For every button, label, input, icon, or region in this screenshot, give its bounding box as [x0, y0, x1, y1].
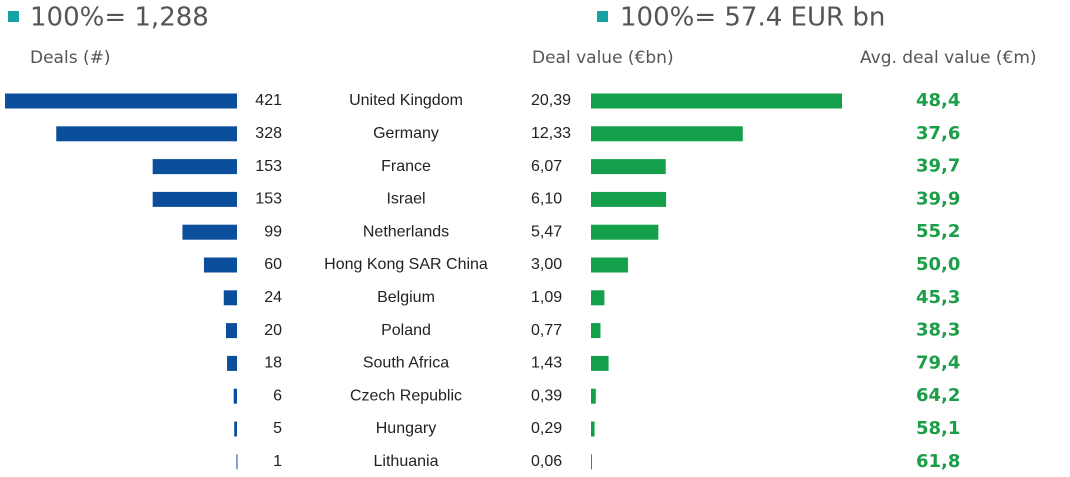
- bar: [152, 159, 237, 175]
- data-label: 1,09: [531, 289, 562, 306]
- bar: [225, 323, 237, 339]
- avg-value: 45,3: [916, 287, 960, 308]
- bar: [227, 355, 237, 371]
- avg-value: 39,7: [916, 156, 960, 177]
- title-marker: [597, 11, 608, 22]
- avg-value: 58,1: [916, 418, 960, 439]
- data-label: 60: [264, 256, 282, 273]
- bar: [591, 224, 659, 240]
- category-label: South Africa: [363, 355, 449, 372]
- bar: [591, 355, 609, 371]
- avg-value: 55,2: [916, 221, 960, 242]
- bar: [56, 126, 237, 142]
- bar: [591, 126, 743, 142]
- data-label: 1: [273, 453, 282, 470]
- category-label: United Kingdom: [349, 92, 463, 109]
- category-label: Hungary: [376, 420, 436, 437]
- bar: [182, 224, 237, 240]
- bar: [152, 191, 237, 207]
- category-label: Germany: [373, 125, 439, 142]
- bar: [591, 191, 667, 207]
- avg-value: 50,0: [916, 254, 960, 275]
- data-label: 6,10: [531, 191, 562, 208]
- bar: [591, 421, 595, 437]
- avg-value: 38,3: [916, 320, 960, 341]
- data-label: 24: [264, 289, 282, 306]
- bar: [234, 421, 237, 437]
- bar: [591, 388, 596, 404]
- chart-title: 100%= 57.4 EUR bn: [620, 3, 885, 33]
- bar: [591, 323, 601, 339]
- data-label: 328: [255, 125, 282, 142]
- data-label: 421: [255, 92, 282, 109]
- category-label: Poland: [381, 322, 431, 339]
- data-label: 12,33: [531, 125, 571, 142]
- bar: [591, 159, 666, 175]
- avg-value: 61,8: [916, 451, 960, 472]
- data-label: 1,43: [531, 355, 562, 372]
- bar: [223, 290, 237, 306]
- axis-label: Deal value (€bn): [532, 48, 674, 68]
- data-label: 5: [273, 420, 282, 437]
- title-marker: [8, 11, 19, 22]
- bar: [5, 93, 237, 109]
- bar: [591, 290, 605, 306]
- category-label: Belgium: [377, 289, 435, 306]
- data-label: 6: [273, 387, 282, 404]
- avg-value: 79,4: [916, 352, 960, 373]
- avg-value: 37,6: [916, 123, 960, 144]
- data-label: 20: [264, 322, 282, 339]
- axis-label: Deals (#): [30, 48, 110, 68]
- bar: [591, 454, 592, 470]
- data-label: 0,77: [531, 322, 562, 339]
- category-label: Netherlands: [363, 223, 449, 240]
- data-label: 20,39: [531, 92, 571, 109]
- bar: [591, 257, 628, 273]
- column-title: Avg. deal value (€m): [860, 48, 1037, 68]
- data-label: 0,29: [531, 420, 562, 437]
- data-label: 6,07: [531, 158, 562, 175]
- category-label: Lithuania: [374, 453, 439, 470]
- avg-value: 48,4: [916, 90, 960, 111]
- data-label: 0,06: [531, 453, 562, 470]
- bar: [591, 93, 842, 109]
- category-label: France: [381, 158, 431, 175]
- category-label: Czech Republic: [350, 387, 462, 404]
- data-label: 3,00: [531, 256, 562, 273]
- avg-value: 64,2: [916, 385, 960, 406]
- category-label: Hong Kong SAR China: [324, 256, 488, 273]
- data-label: 18: [264, 355, 282, 372]
- avg-value: 39,9: [916, 188, 960, 209]
- bar: [236, 454, 238, 470]
- data-label: 5,47: [531, 223, 562, 240]
- chart-title: 100%= 1,288: [30, 3, 209, 33]
- data-label: 153: [255, 191, 282, 208]
- data-label: 0,39: [531, 387, 562, 404]
- bar: [203, 257, 237, 273]
- data-label: 99: [264, 223, 282, 240]
- category-label: Israel: [386, 191, 425, 208]
- data-label: 153: [255, 158, 282, 175]
- bar: [233, 388, 237, 404]
